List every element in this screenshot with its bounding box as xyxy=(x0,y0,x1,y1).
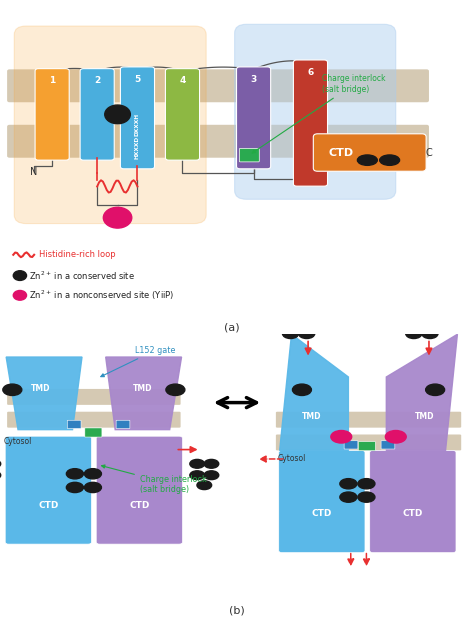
Polygon shape xyxy=(106,357,182,430)
Text: 2: 2 xyxy=(94,76,100,85)
Text: CTD: CTD xyxy=(129,501,149,509)
Polygon shape xyxy=(280,334,348,451)
FancyBboxPatch shape xyxy=(358,441,375,451)
Circle shape xyxy=(292,384,311,396)
Text: N: N xyxy=(30,167,38,176)
Text: Histidine-rich loop: Histidine-rich loop xyxy=(39,250,116,259)
FancyBboxPatch shape xyxy=(276,435,461,451)
FancyBboxPatch shape xyxy=(313,134,426,171)
Circle shape xyxy=(426,384,445,396)
FancyBboxPatch shape xyxy=(7,69,429,102)
FancyBboxPatch shape xyxy=(80,69,114,160)
FancyBboxPatch shape xyxy=(85,428,102,437)
Text: TMD: TMD xyxy=(301,412,321,422)
FancyBboxPatch shape xyxy=(165,69,200,160)
FancyBboxPatch shape xyxy=(344,441,358,449)
FancyBboxPatch shape xyxy=(293,60,328,186)
Circle shape xyxy=(422,329,438,339)
Text: TMD: TMD xyxy=(31,384,51,393)
FancyBboxPatch shape xyxy=(120,67,155,169)
Circle shape xyxy=(190,459,205,468)
Polygon shape xyxy=(386,334,457,451)
Text: CTD: CTD xyxy=(328,147,354,157)
Text: 6: 6 xyxy=(307,67,314,77)
Text: Cytosol: Cytosol xyxy=(277,454,306,462)
Text: L152 gate: L152 gate xyxy=(101,346,175,377)
FancyBboxPatch shape xyxy=(237,67,271,169)
FancyBboxPatch shape xyxy=(35,69,69,160)
Circle shape xyxy=(291,319,307,329)
Circle shape xyxy=(204,471,219,480)
Circle shape xyxy=(66,482,83,493)
Text: (a): (a) xyxy=(225,322,240,332)
Circle shape xyxy=(190,471,205,480)
Circle shape xyxy=(406,329,422,339)
Text: TMD: TMD xyxy=(414,412,434,422)
Circle shape xyxy=(103,207,132,228)
Polygon shape xyxy=(6,357,82,430)
FancyBboxPatch shape xyxy=(381,441,395,449)
Circle shape xyxy=(105,105,130,124)
Circle shape xyxy=(197,481,212,490)
Circle shape xyxy=(340,492,357,502)
Text: 1: 1 xyxy=(49,76,55,85)
FancyBboxPatch shape xyxy=(239,149,259,162)
Circle shape xyxy=(166,384,185,396)
Circle shape xyxy=(299,329,315,339)
Text: CTD: CTD xyxy=(38,501,58,509)
FancyBboxPatch shape xyxy=(14,26,206,223)
Text: 5: 5 xyxy=(134,74,141,84)
Circle shape xyxy=(358,478,375,489)
Circle shape xyxy=(13,271,27,280)
Circle shape xyxy=(340,478,357,489)
FancyBboxPatch shape xyxy=(370,451,456,553)
Text: CTD: CTD xyxy=(403,509,423,518)
Text: Charge interlock
(salt bridge): Charge interlock (salt bridge) xyxy=(252,74,386,153)
Circle shape xyxy=(358,492,375,502)
Ellipse shape xyxy=(357,155,377,165)
Text: DXXXH: DXXXH xyxy=(135,113,140,136)
Circle shape xyxy=(385,430,406,443)
Text: (b): (b) xyxy=(229,605,245,615)
Circle shape xyxy=(414,319,430,329)
Circle shape xyxy=(66,469,83,479)
Text: 4: 4 xyxy=(179,76,186,85)
Circle shape xyxy=(3,384,22,396)
Circle shape xyxy=(84,482,101,493)
Circle shape xyxy=(204,459,219,468)
Circle shape xyxy=(331,430,352,443)
Text: C: C xyxy=(426,147,432,157)
FancyBboxPatch shape xyxy=(116,420,130,428)
Text: 3: 3 xyxy=(250,74,257,84)
FancyBboxPatch shape xyxy=(235,24,396,199)
Text: Charge interlock
(salt bridge): Charge interlock (salt bridge) xyxy=(101,465,207,495)
FancyBboxPatch shape xyxy=(5,436,91,544)
FancyBboxPatch shape xyxy=(96,436,182,544)
FancyBboxPatch shape xyxy=(67,420,81,428)
FancyBboxPatch shape xyxy=(7,125,429,158)
Circle shape xyxy=(283,329,299,339)
Text: CTD: CTD xyxy=(312,509,332,518)
Text: Zn$^{2+}$ in a conserved site: Zn$^{2+}$ in a conserved site xyxy=(29,269,135,282)
Text: Cytosol: Cytosol xyxy=(4,436,32,446)
Ellipse shape xyxy=(380,155,400,165)
FancyBboxPatch shape xyxy=(279,451,365,553)
Circle shape xyxy=(13,290,27,300)
Text: TMD: TMD xyxy=(132,384,152,393)
FancyBboxPatch shape xyxy=(7,389,181,405)
Text: Zn$^{2+}$ in a nonconserved site (YiiP): Zn$^{2+}$ in a nonconserved site (YiiP) xyxy=(29,288,175,302)
Circle shape xyxy=(84,469,101,479)
Text: HXXXD: HXXXD xyxy=(135,136,140,159)
FancyBboxPatch shape xyxy=(7,412,181,428)
FancyBboxPatch shape xyxy=(276,412,461,428)
